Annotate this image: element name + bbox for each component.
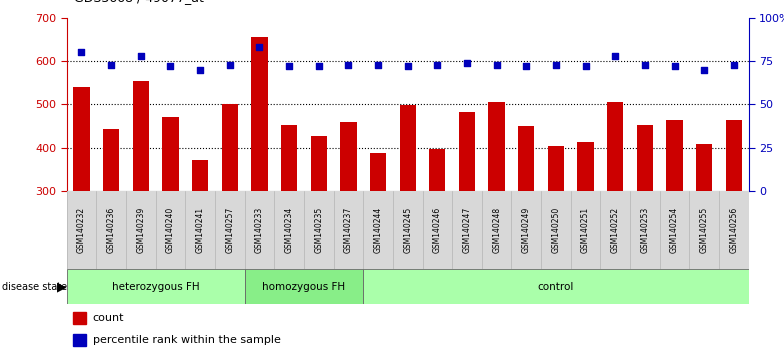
Text: ▶: ▶ (57, 280, 67, 293)
FancyBboxPatch shape (363, 269, 749, 304)
Bar (488, 102, 505, 191)
Text: percentile rank within the sample: percentile rank within the sample (93, 335, 281, 345)
Bar (340, 122, 357, 191)
Bar (400, 105, 416, 191)
Text: GSM140251: GSM140251 (581, 207, 590, 253)
Point (698, 67, 710, 73)
Bar (103, 129, 119, 191)
Bar (696, 144, 713, 191)
Text: GSM140249: GSM140249 (522, 207, 531, 253)
Bar (459, 112, 475, 191)
Point (75, 50, 88, 55)
Text: GSM140254: GSM140254 (670, 207, 679, 253)
Point (520, 63, 532, 69)
Bar (74, 312, 85, 324)
Point (194, 67, 206, 73)
Point (105, 62, 118, 67)
Bar (666, 120, 683, 191)
Text: GSM140250: GSM140250 (551, 207, 561, 253)
Text: GDS3668 / 49077_at: GDS3668 / 49077_at (74, 0, 205, 4)
Bar (192, 160, 209, 191)
Point (490, 62, 503, 67)
Text: GSM140233: GSM140233 (255, 207, 264, 253)
Bar (370, 153, 387, 191)
Text: GSM140257: GSM140257 (225, 207, 234, 253)
Bar (726, 120, 742, 191)
Text: GSM140236: GSM140236 (107, 207, 115, 253)
Bar (74, 334, 85, 346)
Text: heterozygous FH: heterozygous FH (112, 282, 199, 292)
Bar (607, 102, 623, 191)
Text: GSM140248: GSM140248 (492, 207, 501, 253)
Text: GSM140247: GSM140247 (463, 207, 471, 253)
Point (135, 53, 147, 59)
Bar (310, 136, 327, 191)
Bar (251, 37, 267, 191)
Point (728, 62, 740, 67)
Bar (222, 104, 238, 191)
Point (223, 62, 236, 67)
Point (253, 44, 266, 50)
Bar (578, 142, 593, 191)
Bar (429, 149, 445, 191)
Bar (518, 126, 535, 191)
Point (313, 63, 325, 69)
Text: control: control (538, 282, 574, 292)
Point (550, 62, 562, 67)
Text: GSM140237: GSM140237 (344, 207, 353, 253)
Bar (162, 116, 179, 191)
Point (431, 62, 444, 67)
FancyBboxPatch shape (245, 269, 363, 304)
Text: GSM140246: GSM140246 (433, 207, 442, 253)
Point (401, 63, 414, 69)
Text: GSM140232: GSM140232 (77, 207, 86, 253)
FancyBboxPatch shape (67, 269, 245, 304)
Text: count: count (93, 313, 124, 323)
Point (639, 62, 652, 67)
Text: GSM140255: GSM140255 (700, 207, 709, 253)
Text: GSM140256: GSM140256 (729, 207, 739, 253)
Bar (548, 146, 564, 191)
Text: GSM140235: GSM140235 (314, 207, 323, 253)
Text: GSM140240: GSM140240 (166, 207, 175, 253)
Point (342, 62, 354, 67)
Point (283, 63, 296, 69)
Bar (74, 87, 89, 191)
Point (579, 63, 592, 69)
Text: GSM140234: GSM140234 (285, 207, 293, 253)
Text: disease state: disease state (2, 282, 67, 292)
Text: GSM140241: GSM140241 (195, 207, 205, 253)
Text: GSM140252: GSM140252 (611, 207, 620, 253)
Point (164, 63, 176, 69)
Text: GSM140253: GSM140253 (641, 207, 649, 253)
Point (609, 53, 622, 59)
Text: homozygous FH: homozygous FH (263, 282, 346, 292)
Bar (637, 125, 653, 191)
Point (372, 62, 384, 67)
Point (668, 63, 681, 69)
Text: GSM140245: GSM140245 (403, 207, 412, 253)
Bar (281, 125, 297, 191)
Bar (132, 81, 149, 191)
Text: GSM140244: GSM140244 (373, 207, 383, 253)
Text: GSM140239: GSM140239 (136, 207, 145, 253)
Point (461, 60, 474, 65)
